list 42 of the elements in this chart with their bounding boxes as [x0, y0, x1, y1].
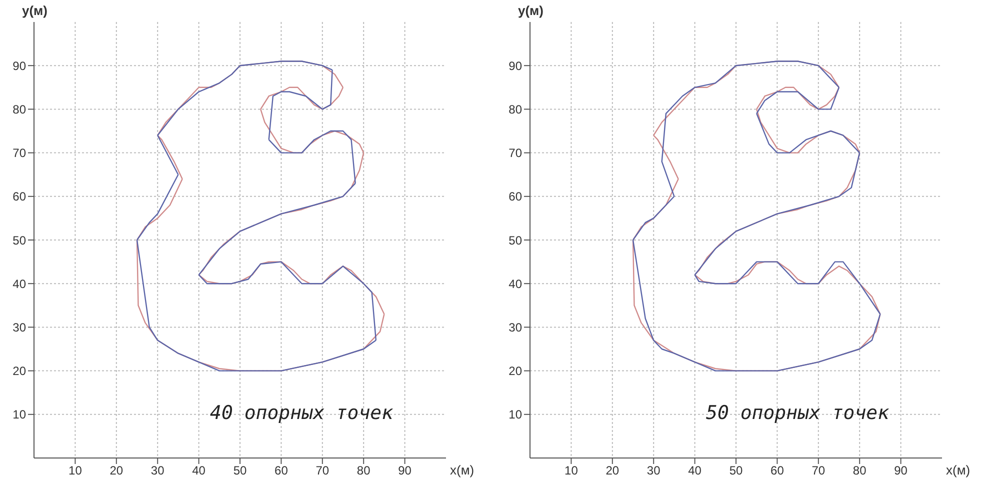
y-tick-label: 70 [12, 146, 26, 160]
x-tick-label: 80 [356, 464, 371, 478]
y-tick-label: 60 [508, 190, 522, 204]
x-tick-label: 50 [233, 464, 247, 478]
x-tick-label: 30 [150, 464, 165, 478]
y-tick-label: 30 [12, 320, 26, 334]
y-tick-label: 50 [12, 233, 26, 248]
y-axis-title: y(м) [518, 3, 544, 18]
x-tick-label: 30 [646, 464, 661, 478]
x-tick-label: 50 [729, 464, 743, 478]
x-axis-title: x(м) [450, 462, 474, 478]
x-tick-label: 40 [688, 464, 702, 478]
x-tick-label: 60 [770, 464, 784, 478]
x-tick-label: 40 [192, 464, 206, 478]
annotation: 50 опорных точек [706, 402, 890, 424]
y-tick-label: 10 [508, 408, 522, 422]
x-tick-label: 70 [812, 464, 826, 478]
x-tick-label: 60 [274, 464, 288, 478]
annotation: 40 опорных точек [210, 402, 394, 424]
y-tick-label: 80 [12, 102, 26, 116]
y-tick-label: 30 [508, 320, 522, 334]
x-tick-label: 80 [852, 464, 867, 478]
y-tick-label: 90 [12, 58, 26, 73]
y-tick-label: 60 [12, 190, 26, 204]
y-tick-label: 90 [508, 58, 522, 73]
x-tick-label: 20 [110, 464, 124, 478]
y-tick-label: 20 [508, 364, 522, 378]
x-tick-label: 90 [894, 464, 908, 478]
y-tick-label: 40 [12, 276, 26, 291]
x-tick-label: 20 [606, 464, 620, 478]
y-tick-label: 50 [508, 233, 522, 248]
x-tick-label: 10 [564, 464, 578, 478]
y-tick-label: 10 [12, 408, 26, 422]
y-tick-label: 40 [508, 276, 522, 291]
x-tick-label: 90 [398, 464, 412, 478]
y-tick-label: 80 [508, 102, 522, 116]
y-tick-label: 70 [508, 146, 522, 160]
x-tick-label: 10 [68, 464, 82, 478]
x-axis-title: x(м) [946, 462, 970, 478]
x-tick-label: 70 [316, 464, 330, 478]
y-tick-label: 20 [12, 364, 26, 378]
y-axis-title: y(м) [22, 3, 48, 18]
